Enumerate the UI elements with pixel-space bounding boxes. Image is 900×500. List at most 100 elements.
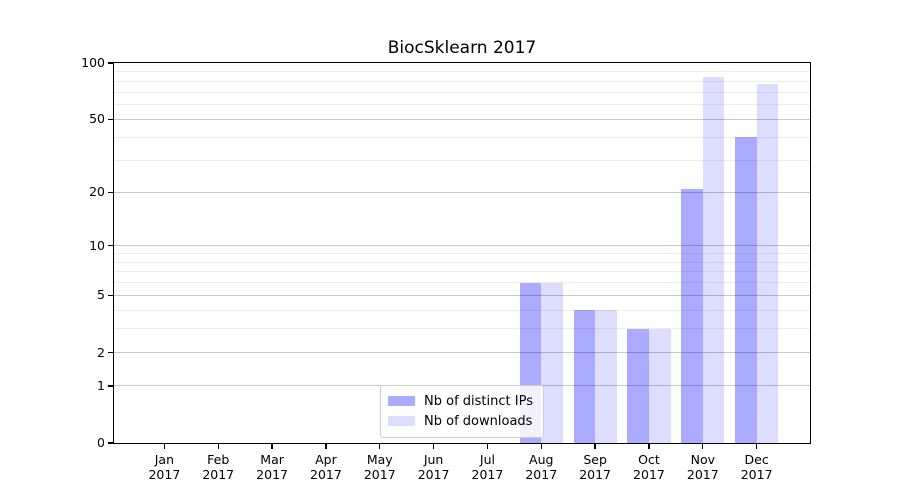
bar-downloads: [702, 77, 725, 443]
x-tick-year: 2017: [579, 467, 612, 482]
gridline-major: [114, 245, 810, 247]
bars-layer: [114, 63, 810, 443]
bar-downloads: [648, 328, 671, 443]
bar-downloads: [756, 84, 779, 443]
x-tick-mark: [163, 444, 166, 449]
y-tick-mark: [108, 294, 113, 297]
x-tick-month: Mar: [260, 452, 284, 467]
chart-title: BiocSklearn 2017: [387, 38, 537, 58]
x-tick-mark: [217, 444, 219, 449]
x-tick-label: Feb 2017: [190, 452, 246, 482]
bar-distinct-ips: [573, 310, 596, 443]
x-tick-month: Jun: [423, 452, 444, 467]
x-tick-month: Oct: [638, 452, 660, 467]
legend-swatch-downloads-icon: [388, 416, 416, 426]
y-tick-mark: [108, 118, 113, 120]
x-tick-label: Dec 2017: [729, 452, 785, 482]
bar-distinct-ips: [681, 188, 703, 443]
x-tick-year: 2017: [417, 467, 450, 482]
x-tick-month: Nov: [690, 452, 715, 467]
x-tick-month: Aug: [529, 452, 554, 467]
x-tick-label: Oct 2017: [621, 452, 677, 482]
y-tick-label: 1: [97, 377, 105, 393]
bar-downloads: [541, 282, 563, 443]
y-tick-mark: [108, 191, 113, 194]
x-tick-label: Apr 2017: [298, 452, 354, 482]
gridline-minor: [114, 71, 810, 73]
x-tick-mark: [648, 444, 650, 449]
x-tick-label: Jun 2017: [406, 452, 462, 482]
x-tick-year: 2017: [633, 467, 665, 482]
x-tick-month: May: [366, 452, 393, 467]
y-tick-label: 100: [81, 55, 105, 70]
x-tick-mark: [755, 444, 758, 449]
y-tick-mark: [108, 442, 113, 444]
x-tick-mark: [271, 444, 273, 449]
gridline-major: [114, 118, 810, 120]
x-tick-mark: [702, 444, 704, 449]
x-tick-label: Sep 2017: [567, 452, 623, 482]
x-tick-month: Feb: [207, 452, 230, 467]
x-tick-month: Jul: [479, 452, 495, 467]
gridline-major: [114, 191, 810, 193]
y-tick-label: 50: [89, 111, 105, 127]
gridline-minor: [114, 328, 810, 330]
gridline-minor: [114, 91, 810, 93]
x-tick-mark: [379, 444, 381, 449]
x-tick-label: Nov 2017: [675, 452, 731, 482]
x-tick-year: 2017: [686, 467, 719, 482]
y-tick-mark: [108, 385, 113, 387]
gridline-major: [114, 294, 810, 296]
x-tick-label: May 2017: [352, 452, 408, 482]
y-tick-label: 20: [89, 184, 105, 200]
x-tick-mark: [540, 444, 542, 449]
gridline-minor: [114, 261, 810, 263]
x-tick-month: Jan: [154, 452, 175, 467]
x-tick-label: Aug 2017: [513, 452, 569, 482]
x-tick-year: 2017: [363, 467, 396, 482]
x-tick-month: Dec: [744, 452, 769, 467]
bar-distinct-ips: [735, 137, 757, 443]
x-tick-mark: [486, 444, 489, 449]
legend-label-distinct-ips: Nb of distinct IPs: [424, 393, 533, 409]
x-tick-label: Mar 2017: [244, 452, 300, 482]
x-tick-year: 2017: [525, 467, 558, 482]
y-tick-mark: [108, 351, 113, 354]
gridline-minor: [114, 159, 810, 161]
x-tick-mark: [325, 444, 327, 449]
bar-downloads: [595, 310, 617, 443]
plot-area: Nb of distinct IPs Nb of downloads: [113, 62, 811, 444]
legend-item-downloads: Nb of downloads: [388, 411, 533, 431]
y-tick-mark: [108, 62, 113, 64]
x-tick-year: 2017: [740, 467, 773, 482]
x-tick-mark: [594, 444, 596, 449]
gridline-minor: [114, 309, 810, 311]
x-tick-month: Sep: [583, 452, 607, 467]
x-tick-month: Apr: [315, 452, 337, 467]
x-tick-label: Jul 2017: [459, 452, 515, 482]
y-tick-label: 10: [89, 237, 105, 253]
x-tick-year: 2017: [202, 467, 235, 482]
x-tick-mark: [432, 444, 435, 449]
gridline-minor: [114, 136, 810, 138]
legend-item-distinct-ips: Nb of distinct IPs: [388, 391, 533, 411]
x-tick-label: Jan 2017: [136, 452, 192, 482]
grid-layer: [114, 63, 810, 443]
gridline-minor: [114, 80, 810, 82]
x-tick-year: 2017: [256, 467, 288, 482]
gridline-minor: [114, 104, 810, 106]
legend: Nb of distinct IPs Nb of downloads: [380, 385, 544, 438]
legend-label-downloads: Nb of downloads: [424, 413, 533, 429]
x-tick-year: 2017: [471, 467, 504, 482]
y-tick-label: 2: [97, 344, 105, 360]
gridline-minor: [114, 271, 810, 273]
x-tick-year: 2017: [310, 467, 342, 482]
y-tick-mark: [108, 244, 113, 247]
gridline-major: [114, 352, 810, 354]
gridline-minor: [114, 282, 810, 284]
legend-swatch-distinct-ips-icon: [388, 396, 416, 406]
bar-distinct-ips: [627, 328, 649, 443]
y-tick-label: 5: [97, 287, 105, 303]
x-tick-year: 2017: [148, 467, 181, 482]
